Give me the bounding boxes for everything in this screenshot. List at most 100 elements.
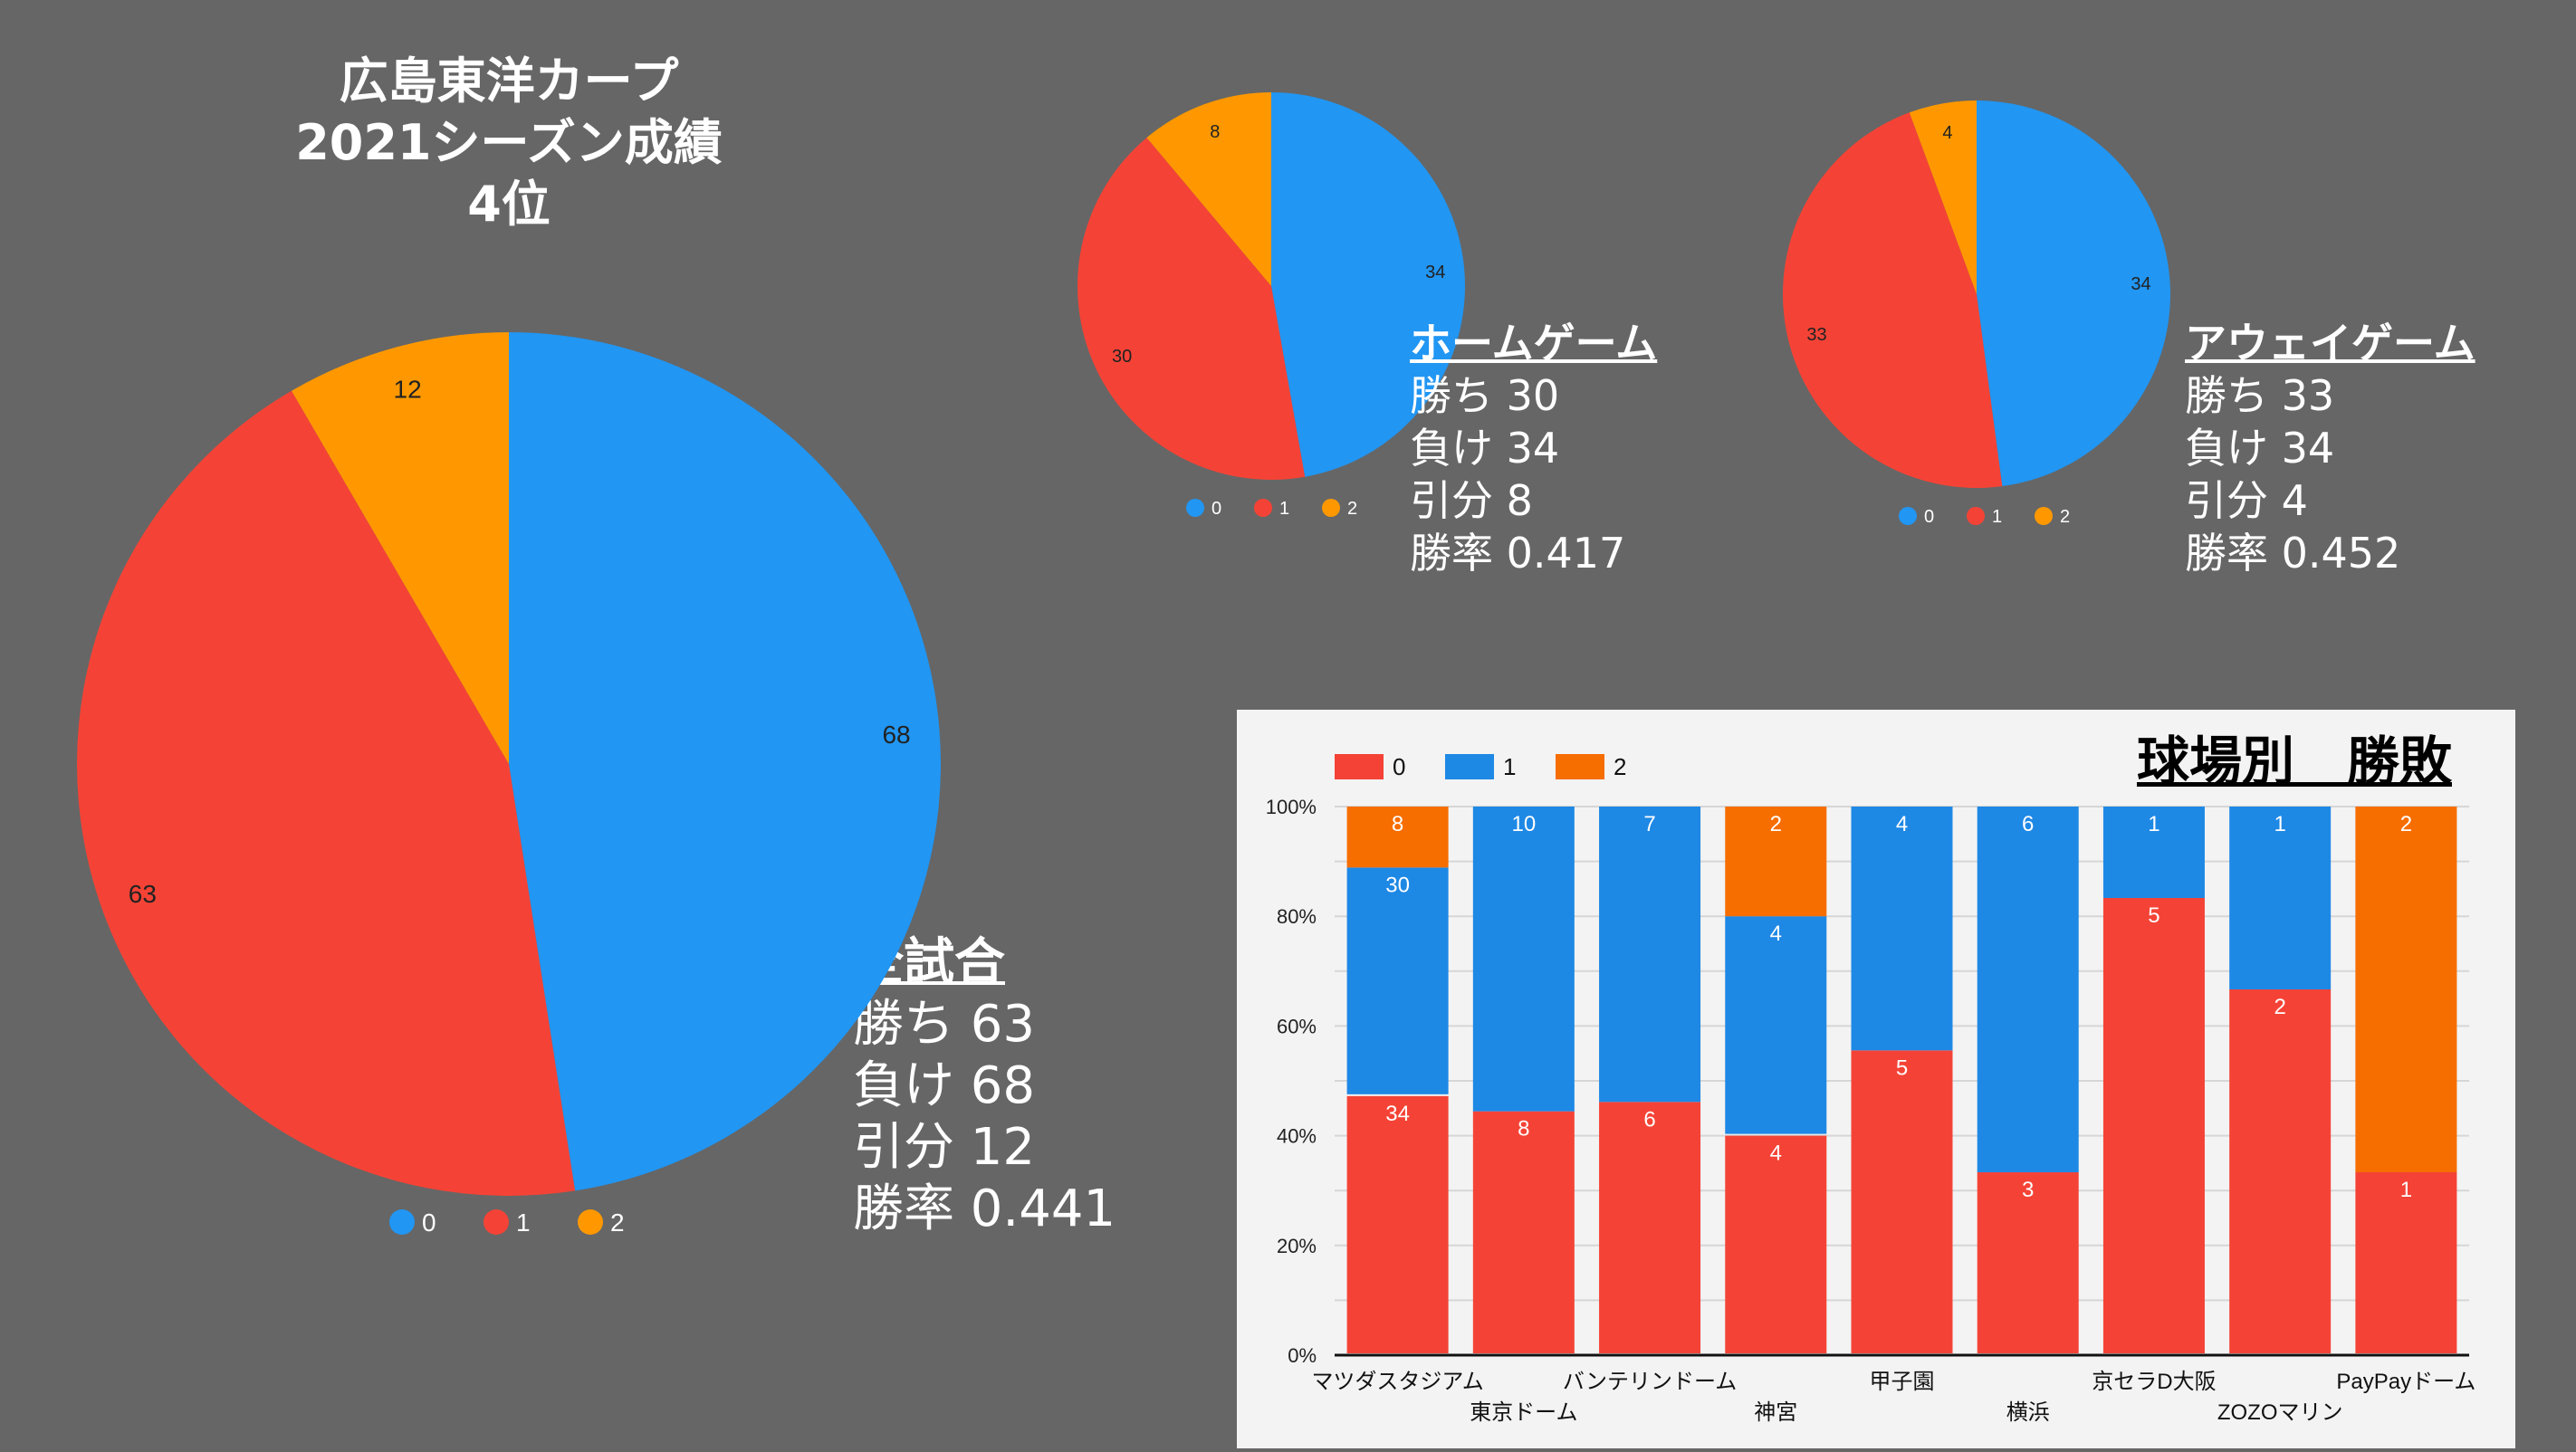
y-tick-label: 80%: [1277, 905, 1317, 928]
x-tick-label: 神宮: [1754, 1400, 1797, 1425]
pie-slice-0: [1271, 92, 1465, 477]
bar-data-label: 8: [1392, 812, 1403, 836]
venue-bar-chart-panel: 球場別 勝敗 0% 20% 40% 60% 80% 100% 34 30 8 マツダスタジアム 8 1…: [1237, 710, 2515, 1448]
legend-swatch-icon: [1335, 754, 1384, 779]
legend-dot-icon: [1899, 507, 1917, 525]
y-tick-label: 20%: [1277, 1235, 1317, 1257]
bar-segment: [1725, 807, 1827, 917]
pie-data-label: 12: [394, 375, 422, 403]
bar-chart-title: 球場別 勝敗: [2136, 731, 2452, 792]
x-tick-label: 横浜: [2006, 1400, 2050, 1425]
legend-label: 2: [1347, 499, 1357, 519]
bar-data-label: 5: [1896, 1056, 1908, 1080]
bar-data-label: 6: [1643, 1107, 1655, 1132]
y-tick-label: 100%: [1266, 796, 1317, 818]
bar-segment: [1725, 1135, 1827, 1353]
bar-data-label: 1: [2400, 1178, 2412, 1202]
legend-label: 1: [1279, 499, 1289, 519]
legend-swatch-icon: [1445, 754, 1494, 779]
bar-segment: [1346, 807, 1449, 868]
legend-dot-icon: [1254, 499, 1272, 517]
bar-data-label: 4: [1896, 812, 1908, 836]
bar-segment: [1977, 807, 2079, 1172]
losses: 負け 34: [2185, 424, 2335, 473]
pie-data-label: 63: [129, 880, 157, 908]
legend-label: 1: [516, 1208, 531, 1237]
bar-segment: [1346, 1095, 1449, 1353]
x-tick-label: マツダスタジアム: [1311, 1370, 1483, 1394]
bar-segment: [1851, 807, 1953, 1051]
season-label: 2021シーズン成績: [295, 114, 723, 171]
bar-segment: [1472, 807, 1575, 1112]
bar-data-label: 6: [2022, 812, 2034, 836]
legend-dot-icon: [389, 1209, 415, 1235]
y-tick-label: 0%: [1288, 1344, 1317, 1367]
legend-label: 2: [1614, 753, 1626, 780]
x-tick-label: 東京ドーム: [1470, 1400, 1577, 1425]
bar-data-label: 30: [1385, 873, 1410, 897]
legend-dot-icon: [1967, 507, 1985, 525]
legend-label: 1: [1503, 753, 1516, 780]
page-title: 広島東洋カープ 2021シーズン成績 4位: [237, 51, 780, 235]
pie-slice-0: [509, 332, 941, 1191]
bar-data-label: 34: [1385, 1102, 1410, 1126]
bar-segment: [1599, 807, 1701, 1103]
bar-segment: [1599, 1102, 1701, 1353]
bar-segment: [1346, 867, 1449, 1094]
losses: 負け 34: [1410, 424, 1560, 473]
bar-segment: [2229, 807, 2332, 989]
wins: 勝ち 30: [1410, 371, 1560, 420]
bar-data-label: 2: [1770, 812, 1782, 836]
win-rate: 勝率 0.452: [2185, 529, 2401, 578]
bar-segment: [2355, 807, 2457, 1172]
summary-away: アウェイゲーム 勝ち 33 負け 34 引分 4 勝率 0.452: [2185, 317, 2475, 579]
bar-segment: [2229, 989, 2332, 1353]
bar-segment: [1472, 1111, 1575, 1353]
bar-data-label: 5: [2148, 903, 2159, 928]
bar-data-label: 10: [1511, 812, 1536, 836]
legend-dot-icon: [578, 1209, 603, 1235]
pie-slice-2: [1146, 92, 1271, 286]
bar-data-label: 2: [2274, 995, 2285, 1019]
summary-title: ホームゲーム: [1410, 319, 1658, 368]
bar-data-label: 1: [2274, 812, 2285, 836]
pie-slice-2: [1909, 100, 1977, 294]
legend-label: 2: [610, 1208, 625, 1237]
summary-home: ホームゲーム 勝ち 30 負け 34 引分 8 勝率 0.417: [1410, 317, 1657, 579]
bar-data-label: 1: [2148, 812, 2159, 836]
win-rate: 勝率 0.417: [1410, 529, 1626, 578]
bar-data-label: 4: [1770, 922, 1782, 946]
legend-label: 1: [1992, 507, 2002, 527]
legend-label: 0: [1924, 507, 1934, 527]
pie-charts: 34 30 8 0 1 2 34 33 4 0 1 2: [1077, 92, 2170, 527]
bar-data-label: 8: [1518, 1117, 1529, 1142]
win-rate: 勝率 0.441: [853, 1180, 1116, 1238]
bar-data-label: 3: [2022, 1178, 2034, 1202]
pie-data-label: 4: [1942, 123, 1952, 143]
bar-segment: [1725, 916, 1827, 1134]
x-tick-label: 甲子園: [1870, 1370, 1935, 1394]
rank-label: 4位: [467, 176, 551, 233]
pie-slice-2: [291, 332, 509, 764]
bar-segment: [2355, 1172, 2457, 1353]
team-name: 広島東洋カープ: [339, 53, 679, 110]
legend-swatch-icon: [1556, 754, 1604, 779]
legend-dot-icon: [1322, 499, 1340, 517]
draws: 引分 4: [2185, 476, 2308, 525]
pie-data-label: 34: [2131, 274, 2150, 294]
legend-dot-icon: [2035, 507, 2053, 525]
pie-data-label: 8: [1210, 122, 1220, 142]
venue-bar-chart: 0%20%40%60%80%100%34308マツダスタジアム810東京ドーム6…: [1266, 753, 2476, 1425]
legend-label: 0: [422, 1208, 436, 1237]
pie-data-label: 68: [882, 721, 910, 749]
x-tick-label: PayPayドーム: [2336, 1370, 2475, 1394]
draws: 引分 12: [853, 1118, 1036, 1177]
pie-slice-0: [1977, 100, 2170, 487]
legend-dot-icon: [1186, 499, 1204, 517]
bar-segment: [1851, 1050, 1953, 1353]
bar-data-label: 2: [2400, 812, 2412, 836]
bar-segment: [2102, 807, 2205, 898]
bar-data-label: 4: [1770, 1142, 1782, 1166]
x-tick-label: バンテリンドーム: [1563, 1370, 1737, 1394]
